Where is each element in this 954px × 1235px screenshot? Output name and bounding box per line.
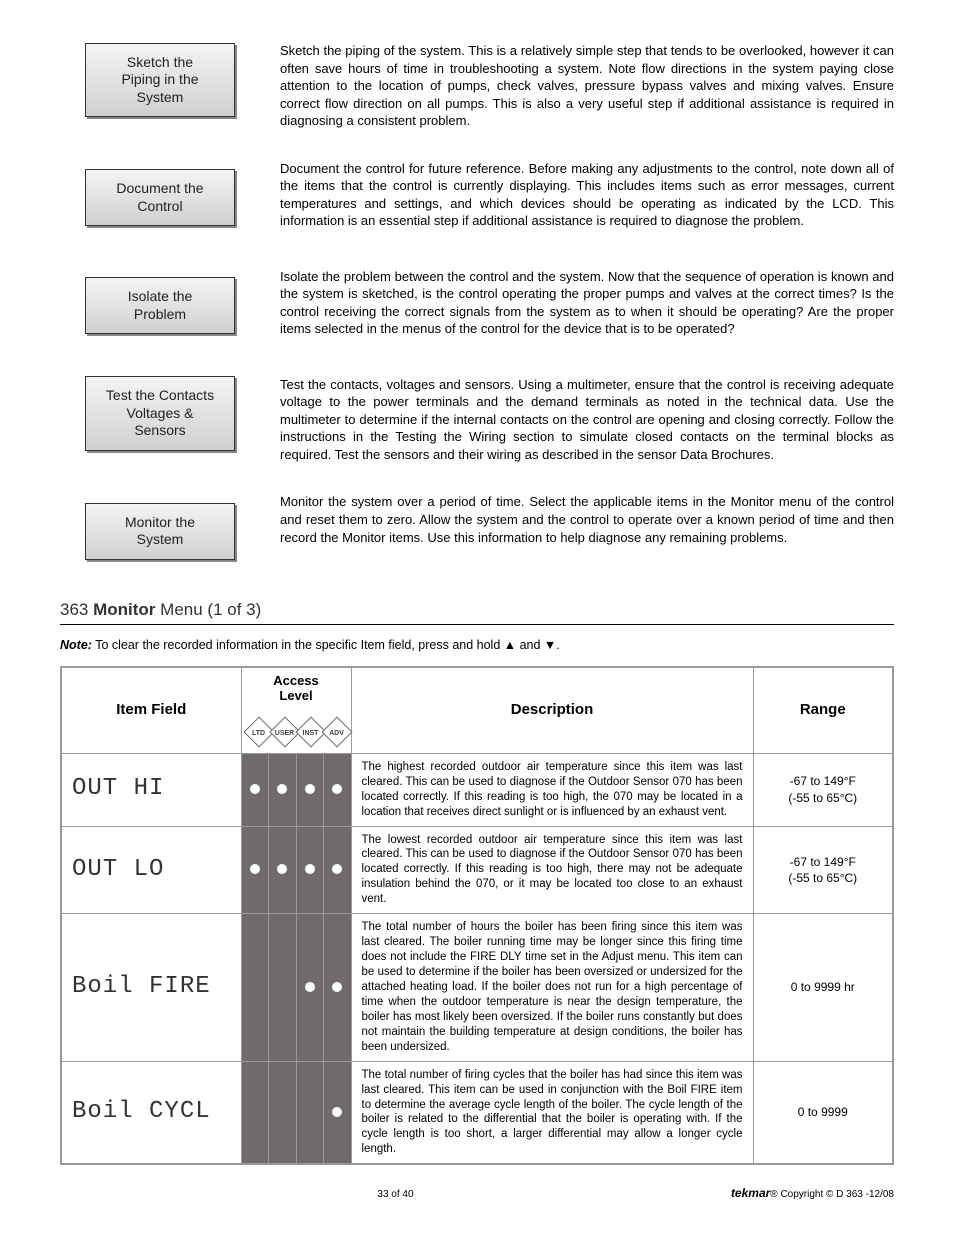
access-dot-icon xyxy=(332,982,342,992)
th-desc: Description xyxy=(351,667,753,753)
access-cell xyxy=(324,753,352,826)
step-desc: Monitor the system over a period of time… xyxy=(260,491,894,546)
access-cell xyxy=(324,914,352,1061)
access-cell xyxy=(296,914,324,1061)
access-dot-icon xyxy=(250,864,260,874)
footer: 33 of 40 tekmar® Copyright © D 363 -12/0… xyxy=(60,1185,894,1202)
diamond-adv: ADV xyxy=(321,716,352,747)
range-cell: -67 to 149°F(-55 to 65°C) xyxy=(753,753,893,826)
note-label: Note: xyxy=(60,638,92,652)
access-dot-icon xyxy=(305,864,315,874)
step-box: Document theControl xyxy=(85,169,235,226)
step-desc: Sketch the piping of the system. This is… xyxy=(260,40,894,130)
section-rest: Menu (1 of 3) xyxy=(160,600,261,619)
description-cell: The total number of firing cycles that t… xyxy=(351,1061,753,1164)
step-desc: Isolate the problem between the control … xyxy=(260,266,894,338)
item-field: Boil FIRE xyxy=(61,914,241,1061)
th-access: AccessLevel LTD USER INST ADV xyxy=(241,667,351,753)
table-row: OUT LO The lowest recorded outdoor air te… xyxy=(61,826,893,914)
access-cell xyxy=(241,826,269,914)
access-cell xyxy=(241,914,269,1061)
brand: tekmar xyxy=(731,1186,770,1200)
range-cell: 0 to 9999 xyxy=(753,1061,893,1164)
access-cell xyxy=(296,1061,324,1164)
step-row: Isolate theProblem Isolate the problem be… xyxy=(60,266,894,346)
th-range: Range xyxy=(753,667,893,753)
section-bold: Monitor xyxy=(93,600,155,619)
step-row: Monitor theSystem Monitor the system over… xyxy=(60,491,894,571)
item-field: OUT LO xyxy=(61,826,241,914)
access-cell xyxy=(269,826,297,914)
th-item: Item Field xyxy=(61,667,241,753)
access-dot-icon xyxy=(332,1107,342,1117)
section-title: 363 Monitor Menu (1 of 3) xyxy=(60,599,894,625)
access-cell xyxy=(241,753,269,826)
table-row: OUT HI The highest recorded outdoor air t… xyxy=(61,753,893,826)
note: Note: To clear the recorded information … xyxy=(60,637,894,654)
page-number: 33 of 40 xyxy=(60,1188,731,1202)
access-dot-icon xyxy=(277,864,287,874)
step-desc: Document the control for future referenc… xyxy=(260,158,894,230)
access-dot-icon xyxy=(305,784,315,794)
access-cell xyxy=(324,1061,352,1164)
copyright-text: Copyright © D 363 -12/08 xyxy=(780,1189,894,1200)
access-label-text: AccessLevel xyxy=(242,674,351,703)
description-cell: The lowest recorded outdoor air temperat… xyxy=(351,826,753,914)
access-cell xyxy=(269,914,297,1061)
access-cell xyxy=(269,1061,297,1164)
step-box: Test the ContactsVoltages &Sensors xyxy=(85,376,235,451)
access-dot-icon xyxy=(332,864,342,874)
section-model: 363 xyxy=(60,600,88,619)
step-box: Sketch thePiping in theSystem xyxy=(85,43,235,118)
item-field: OUT HI xyxy=(61,753,241,826)
description-cell: The highest recorded outdoor air tempera… xyxy=(351,753,753,826)
description-cell: The total number of hours the boiler has… xyxy=(351,914,753,1061)
range-cell: -67 to 149°F(-55 to 65°C) xyxy=(753,826,893,914)
step-row: Test the ContactsVoltages &Sensors Test t… xyxy=(60,374,894,464)
step-row: Document theControl Document the control … xyxy=(60,158,894,238)
table-row: Boil FIRE The total number of hours the b… xyxy=(61,914,893,1061)
step-box: Isolate theProblem xyxy=(85,277,235,334)
step-box: Monitor theSystem xyxy=(85,503,235,560)
access-cell xyxy=(269,753,297,826)
monitor-table: Item Field AccessLevel LTD USER INST ADV… xyxy=(60,666,894,1165)
access-dot-icon xyxy=(250,784,260,794)
access-dot-icon xyxy=(332,784,342,794)
access-dot-icon xyxy=(305,982,315,992)
table-row: Boil CYCL The total number of firing cycl… xyxy=(61,1061,893,1164)
access-cell xyxy=(296,826,324,914)
step-row: Sketch thePiping in theSystem Sketch the … xyxy=(60,40,894,130)
access-cell xyxy=(324,826,352,914)
range-cell: 0 to 9999 hr xyxy=(753,914,893,1061)
access-dot-icon xyxy=(277,784,287,794)
access-cell xyxy=(241,1061,269,1164)
step-desc: Test the contacts, voltages and sensors.… xyxy=(260,374,894,464)
access-cell xyxy=(296,753,324,826)
copyright: tekmar® Copyright © D 363 -12/08 xyxy=(731,1185,894,1202)
note-text: To clear the recorded information in the… xyxy=(95,638,560,652)
item-field: Boil CYCL xyxy=(61,1061,241,1164)
